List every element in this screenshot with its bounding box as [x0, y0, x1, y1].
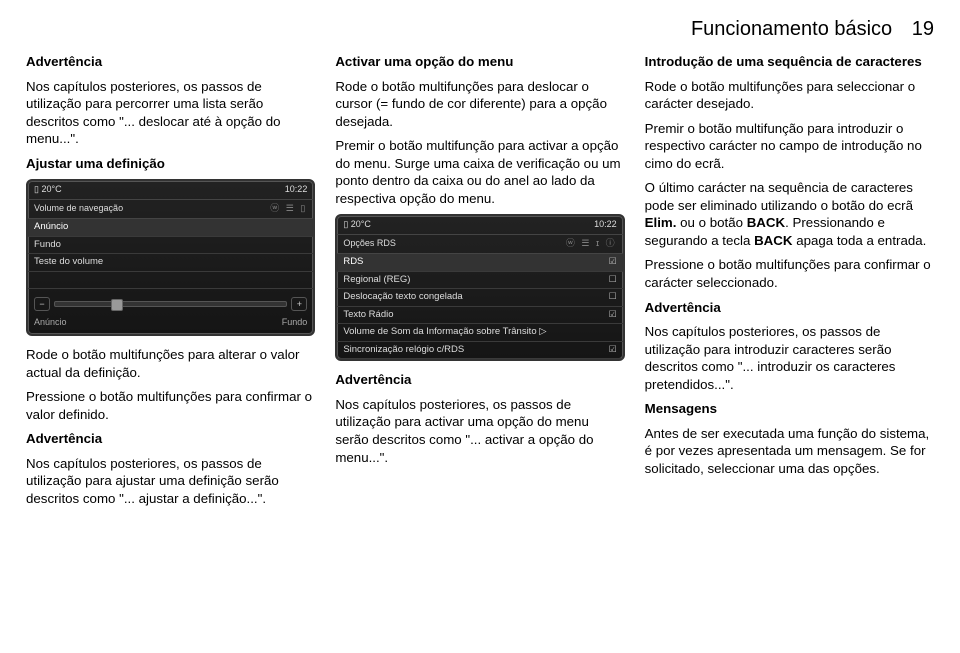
checkbox-icon[interactable]: ☑ — [609, 309, 617, 322]
content-columns: Advertência Nos capítulos posteriores, o… — [26, 53, 934, 514]
scr1-slider[interactable]: − + — [28, 289, 313, 314]
heading-activar: Activar uma opção do menu — [335, 53, 624, 71]
scr1-row-anuncio[interactable]: Anúncio — [28, 219, 313, 237]
col1-p2: Pressione o botão multifunções para conf… — [26, 388, 315, 423]
scr2-r3-l: Texto Rádio — [343, 309, 393, 322]
scr1-clock: 10:22 — [285, 184, 308, 196]
scr2-row-sincronizacao[interactable]: Sincronização relógio c/RDS ☑ — [337, 342, 622, 360]
col3-p5: Antes de ser executada uma função do sis… — [645, 425, 934, 478]
scr1-statusbar: ▯ 20°C 10:22 — [28, 181, 313, 200]
scr2-row-deslocacao[interactable]: Deslocação texto congelada ☐ — [337, 289, 622, 307]
scr2-titlebar: Opções RDS ⓦ ☰ ɪ ⓘ — [337, 235, 622, 254]
column-2: Activar uma opção do menu Rode o botão m… — [335, 53, 624, 514]
manual-page: Funcionamento básico 19 Advertência Nos … — [0, 0, 960, 514]
p3-g: apaga toda a entrada. — [793, 233, 927, 248]
scr2-clock: 10:22 — [594, 219, 617, 231]
scr2-icons: ⓦ ☰ ɪ ⓘ — [566, 238, 617, 250]
col2-p1: Rode o botão multifunções para deslocar … — [335, 78, 624, 131]
heading-ajustar: Ajustar uma definição — [26, 155, 315, 173]
scr2-row-textoradio[interactable]: Texto Rádio ☑ — [337, 307, 622, 325]
back-label-1: BACK — [747, 215, 785, 230]
checkbox-icon[interactable]: ☐ — [609, 274, 617, 287]
page-header: Funcionamento básico 19 — [26, 18, 934, 41]
back-label-2: BACK — [754, 233, 792, 248]
col3-p3: O último carácter na sequência de caract… — [645, 179, 934, 249]
scr2-row-regional[interactable]: Regional (REG) ☐ — [337, 272, 622, 290]
col3-p4: Pressione o botão multifunções para conf… — [645, 256, 934, 291]
scr1-temp: 20°C — [41, 184, 61, 194]
advertencia-1-body: Nos capítulos posteriores, os passos de … — [26, 78, 315, 148]
scr1-bottom-labels: Anúncio Fundo — [28, 314, 313, 334]
scr1-row-label-0: Anúncio — [34, 221, 68, 234]
scr1-icons: ⓦ ☰ ▯ — [270, 203, 307, 215]
advertencia-4-body: Nos capítulos posteriores, os passos de … — [645, 323, 934, 393]
scr2-row-volume-transito[interactable]: Volume de Som da Informação sobre Trânsi… — [337, 324, 622, 342]
scr2-r5-l: Sincronização relógio c/RDS — [343, 344, 464, 357]
heading-mensagens: Mensagens — [645, 400, 934, 418]
header-title: Funcionamento básico — [691, 18, 892, 40]
advertencia-2-title: Advertência — [26, 430, 315, 448]
advertencia-1-title: Advertência — [26, 53, 315, 71]
slider-minus-button[interactable]: − — [34, 297, 50, 311]
column-3: Introdução de uma sequência de caractere… — [645, 53, 934, 514]
scr1-temp-icon: ▯ 20°C — [34, 184, 62, 196]
scr2-temp-icon: ▯ 20°C — [343, 219, 371, 231]
scr1-bottom-left: Anúncio — [34, 317, 67, 329]
scr2-r1-l: Regional (REG) — [343, 274, 410, 287]
slider-plus-button[interactable]: + — [291, 297, 307, 311]
slider-thumb[interactable] — [111, 299, 123, 311]
scr2-temp: 20°C — [351, 219, 371, 229]
col3-p1: Rode o botão multifunções para seleccion… — [645, 78, 934, 113]
scr1-row-label-1: Fundo — [34, 239, 61, 252]
col1-p1: Rode o botão multifunções para alterar o… — [26, 346, 315, 381]
heading-introducao: Introdução de uma sequência de caractere… — [645, 53, 934, 71]
scr2-r2-l: Deslocação texto congelada — [343, 291, 462, 304]
elim-label: Elim. — [645, 215, 677, 230]
scr1-title-text: Volume de navegação — [34, 203, 123, 215]
advertencia-2-body: Nos capítulos posteriores, os passos de … — [26, 455, 315, 508]
page-number: 19 — [912, 18, 934, 40]
advertencia-3-title: Advertência — [335, 371, 624, 389]
scr2-title-text: Opções RDS — [343, 238, 396, 250]
advertencia-4-title: Advertência — [645, 299, 934, 317]
advertencia-3-body: Nos capítulos posteriores, os passos de … — [335, 396, 624, 466]
scr1-titlebar: Volume de navegação ⓦ ☰ ▯ — [28, 200, 313, 219]
scr1-row-empty — [28, 272, 313, 290]
scr2-row-rds[interactable]: RDS ☑ — [337, 254, 622, 272]
scr1-row-label-2: Teste do volume — [34, 256, 103, 269]
scr2-r0-l: RDS — [343, 256, 363, 269]
slider-track[interactable] — [54, 301, 287, 307]
checkbox-icon[interactable]: ☑ — [609, 256, 617, 269]
scr1-row-fundo[interactable]: Fundo — [28, 237, 313, 255]
screenshot-rds-options: ▯ 20°C 10:22 Opções RDS ⓦ ☰ ɪ ⓘ RDS ☑ Reg… — [335, 214, 624, 361]
col3-p2: Premir o botão multifunção para introduz… — [645, 120, 934, 173]
col2-p2: Premir o botão multifunção para activar … — [335, 137, 624, 207]
scr2-r4-l: Volume de Som da Informação sobre Trânsi… — [343, 326, 546, 339]
checkbox-icon[interactable]: ☐ — [609, 291, 617, 304]
column-1: Advertência Nos capítulos posteriores, o… — [26, 53, 315, 514]
scr1-row-teste[interactable]: Teste do volume — [28, 254, 313, 272]
p3-a: O último carácter na sequência de caract… — [645, 180, 913, 213]
p3-c: ou o botão — [676, 215, 746, 230]
scr2-statusbar: ▯ 20°C 10:22 — [337, 216, 622, 235]
scr1-bottom-right: Fundo — [282, 317, 308, 329]
checkbox-icon[interactable]: ☑ — [609, 344, 617, 357]
screenshot-volume-definition: ▯ 20°C 10:22 Volume de navegação ⓦ ☰ ▯ A… — [26, 179, 315, 336]
